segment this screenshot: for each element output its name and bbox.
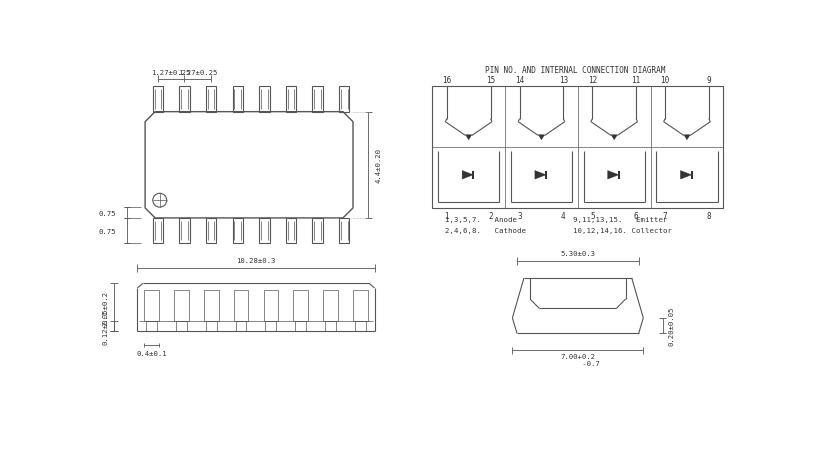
Bar [286,219,296,244]
Text: 2,4,6,8.   Cathode: 2,4,6,8. Cathode [446,228,527,234]
Text: 3: 3 [517,212,522,221]
Text: 1.27±0.25: 1.27±0.25 [178,69,218,75]
Text: 4: 4 [561,212,565,221]
Polygon shape [607,171,619,180]
Bar [339,219,349,244]
Bar [180,219,190,244]
Text: 10: 10 [661,75,670,85]
Bar [355,321,366,332]
Text: 10.28±0.3: 10.28±0.3 [236,258,276,264]
Bar [234,291,248,321]
Bar [286,87,296,113]
Bar [152,219,163,244]
Bar [144,291,159,321]
Bar [312,219,323,244]
Text: 5.30±0.3: 5.30±0.3 [560,251,595,257]
Bar [206,87,216,113]
Text: 0.20±0.05: 0.20±0.05 [669,307,675,345]
Text: 0.12±0.1: 0.12±0.1 [102,309,108,344]
Polygon shape [611,136,617,140]
Polygon shape [684,136,690,140]
Bar [152,87,163,113]
Text: 10,12,14,16. Collector: 10,12,14,16. Collector [574,228,672,234]
Text: 14: 14 [515,75,524,85]
Bar [206,321,217,332]
Bar [174,291,189,321]
Text: 0.75: 0.75 [98,210,116,216]
Bar [232,87,243,113]
Text: 9: 9 [706,75,711,85]
Text: 2.05±0.2: 2.05±0.2 [102,290,108,325]
Bar [339,87,349,113]
Bar [312,87,323,113]
Polygon shape [538,136,545,140]
Text: PIN NO. AND INTERNAL CONNECTION DIAGRAM: PIN NO. AND INTERNAL CONNECTION DIAGRAM [485,66,665,75]
Text: 2: 2 [488,212,493,221]
Polygon shape [681,171,691,180]
Bar [295,321,306,332]
Text: 7.00+0.2: 7.00+0.2 [560,353,595,359]
Bar [293,291,308,321]
Text: 13: 13 [559,75,568,85]
Text: -0.7: -0.7 [556,361,600,367]
Text: 6: 6 [634,212,639,221]
Bar [260,87,269,113]
Bar [146,321,157,332]
Polygon shape [466,136,472,140]
Bar [236,321,246,332]
Text: 16: 16 [442,75,452,85]
Bar [180,87,190,113]
Bar [433,87,723,208]
Text: 7: 7 [662,212,667,221]
Text: 15: 15 [486,75,495,85]
Text: 1,3,5,7.   Anode: 1,3,5,7. Anode [446,217,517,223]
Text: 11: 11 [631,75,641,85]
Text: 1.27±0.25: 1.27±0.25 [152,69,191,75]
Bar [264,291,279,321]
Bar [206,219,216,244]
Bar [325,321,336,332]
Text: 5: 5 [590,212,595,221]
Text: 0.75: 0.75 [98,228,116,234]
Text: 8: 8 [706,212,711,221]
Bar [323,291,338,321]
Text: 9,11,13,15.   Emitter: 9,11,13,15. Emitter [574,217,667,223]
Bar [353,291,368,321]
Polygon shape [462,171,473,180]
Text: 1: 1 [445,212,449,221]
Bar [232,219,243,244]
Bar [265,321,276,332]
Bar [204,291,218,321]
Polygon shape [535,171,546,180]
Text: 12: 12 [588,75,597,85]
Bar [176,321,187,332]
Text: 0.4±0.1: 0.4±0.1 [136,350,167,356]
Text: 4.4±0.20: 4.4±0.20 [376,148,382,183]
Bar [260,219,269,244]
